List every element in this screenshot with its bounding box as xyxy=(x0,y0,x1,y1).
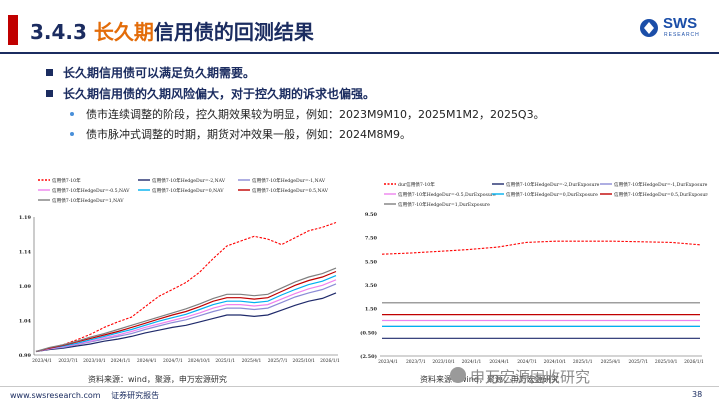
legend-label: 信用债7-10年 xyxy=(52,177,81,184)
x-tick-label: 2023/7/1 xyxy=(58,359,78,364)
y-tick-label: 5.50 xyxy=(365,259,378,265)
legend-label: 信用债7-10年HedgeDur=0,DurExposure xyxy=(506,191,598,198)
x-tick-label: 2024/7/1 xyxy=(517,360,537,365)
x-tick-label: 2024/4/1 xyxy=(489,360,509,365)
title-divider xyxy=(0,52,719,54)
y-tick-label: 1.09 xyxy=(19,284,32,290)
title-highlight: 长久期 xyxy=(93,19,154,44)
title-number: 3.4.3 xyxy=(30,19,87,44)
y-tick-label: 3.50 xyxy=(365,283,378,289)
x-tick-label: 2025/7/1 xyxy=(268,359,288,364)
sub-bullet-text: 债市连续调整的阶段，控久期效果较为明显，例如：2023M9M10，2025M1M… xyxy=(86,108,545,121)
x-tick-label: 2025/1/1 xyxy=(215,359,235,364)
watermark: 申万宏源固收研究 xyxy=(470,368,591,386)
x-tick-label: 2025/7/1 xyxy=(628,360,648,365)
dot-bullet-icon xyxy=(70,112,74,116)
legend-label: 信用债7-10年HedgeDur=-2,NAV xyxy=(152,177,226,184)
square-bullet-icon xyxy=(46,90,53,97)
y-tick-label: 1.14 xyxy=(19,250,32,256)
series-line xyxy=(35,292,337,353)
bullet-text: 长久期信用债可以满足负久期需要。 xyxy=(63,66,256,80)
x-tick-label: 2025/4/1 xyxy=(242,359,262,364)
square-bullet-icon xyxy=(46,69,53,76)
x-tick-label: 2023/4/1 xyxy=(378,360,398,365)
bullet-item: 长久期信用债的久期风险偏大，对于控久期的诉求也偏强。 xyxy=(46,83,686,104)
legend-label: 信用债7-10年HedgeDur=1,NAV xyxy=(52,197,124,204)
legend-label: 信用债7-10年HedgeDur=0,NAV xyxy=(152,187,224,194)
y-tick-label: (0.50) xyxy=(360,329,377,336)
x-tick-label: 2025/1/1 xyxy=(573,360,593,365)
nav-chart: 信用债7-10年 信用债7-10年HedgeDur=-2,NAV 信用债7-10年H… xyxy=(12,168,344,382)
title-bar: 3.4.3 长久期信用债的回测结果 xyxy=(0,8,560,52)
legend-label: 信用债7-10年HedgeDur=-0.5,NAV xyxy=(52,187,130,194)
series-line xyxy=(35,221,337,353)
dot-bullet-icon xyxy=(70,132,74,136)
page-title: 3.4.3 长久期信用债的回测结果 xyxy=(30,16,314,45)
x-tick-label: 2024/4/1 xyxy=(137,359,157,364)
bullet-list: 长久期信用债可以满足负久期需要。 长久期信用债的久期风险偏大，对于控久期的诉求也… xyxy=(46,62,686,144)
x-tick-label: 2023/7/1 xyxy=(406,360,426,365)
x-tick-label: 2024/7/1 xyxy=(163,359,183,364)
logo-sub: RESEARCH xyxy=(664,32,700,38)
duration-exposure-chart: dur信用债7-10年 信用债7-10年HedgeDur=-2,DurExposu… xyxy=(356,168,710,382)
x-tick-label: 2024/1/1 xyxy=(462,360,482,365)
right-chart-source: 资料来源：wind，聚源，申万宏源研究 xyxy=(420,375,559,384)
series-line xyxy=(35,279,337,353)
series-line xyxy=(35,267,337,353)
bullet-text: 长久期信用债的久期风险偏大，对于控久期的诉求也偏强。 xyxy=(63,87,376,101)
title-rest: 信用债的回测结果 xyxy=(153,19,314,44)
x-tick-label: 2025/4/1 xyxy=(601,360,621,365)
page-number: 38 xyxy=(692,390,703,399)
y-tick-label: 1.19 xyxy=(19,215,32,221)
wechat-icon xyxy=(450,367,466,383)
y-tick-label: 1.04 xyxy=(19,319,32,325)
series-line xyxy=(35,270,337,353)
legend-label: 信用债7-10年HedgeDur=-1,DurExposure xyxy=(614,181,708,188)
y-tick-label: 1.50 xyxy=(365,307,378,313)
title-accent-bar xyxy=(8,15,18,45)
x-tick-label: 2024/10/1 xyxy=(188,359,211,364)
x-tick-label: 2025/10/1 xyxy=(655,360,678,365)
legend-label: dur信用债7-10年 xyxy=(398,181,435,188)
legend-label: 信用债7-10年HedgeDur=-1,NAV xyxy=(252,177,326,184)
sub-bullet-item: 债市脉冲式调整的时期，期货对冲效果一般，例如：2024M8M9。 xyxy=(70,124,686,144)
duration-exposure-chart-svg: dur信用债7-10年 信用债7-10年HedgeDur=-2,DurExposu… xyxy=(360,181,710,365)
series-line xyxy=(381,240,701,255)
sub-bullet-item: 债市连续调整的阶段，控久期效果较为明显，例如：2023M9M10，2025M1M… xyxy=(70,104,686,124)
x-tick-label: 2023/4/1 xyxy=(32,359,52,364)
footer-label: 证券研究报告 xyxy=(111,391,160,400)
legend-label: 信用债7-10年HedgeDur=0.5,DurExposure xyxy=(614,191,708,198)
legend-label: 信用债7-10年HedgeDur=-0.5,DurExposure xyxy=(398,191,496,198)
left-chart-source: 资料来源：wind，聚源，申万宏源研究 xyxy=(88,375,227,384)
sub-bullet-text: 债市脉冲式调整的时期，期货对冲效果一般，例如：2024M8M9。 xyxy=(86,128,411,141)
legend-label: 信用债7-10年HedgeDur=-2,DurExposure xyxy=(506,181,600,188)
y-tick-label: 0.99 xyxy=(19,353,32,359)
x-tick-label: 2023/10/1 xyxy=(83,359,106,364)
legend-label: 信用债7-10年HedgeDur=1,DurExposure xyxy=(398,201,490,208)
x-tick-label: 2026/1/1 xyxy=(320,359,340,364)
y-tick-label: (2.50) xyxy=(360,353,377,360)
x-tick-label: 2024/1/1 xyxy=(111,359,131,364)
x-tick-label: 2025/10/1 xyxy=(293,359,316,364)
x-tick-label: 2023/10/1 xyxy=(432,360,455,365)
logo-name: SWS xyxy=(663,15,698,32)
sws-logo-icon xyxy=(640,19,658,37)
x-tick-label: 2026/1/1 xyxy=(684,360,704,365)
nav-chart-svg: 信用债7-10年 信用债7-10年HedgeDur=-2,NAV 信用债7-10年H… xyxy=(19,177,340,364)
legend-label: 信用债7-10年HedgeDur=0.5,NAV xyxy=(252,187,329,194)
x-tick-label: 2024/10/1 xyxy=(544,360,567,365)
series-line xyxy=(35,283,337,353)
y-tick-label: 7.50 xyxy=(365,236,378,242)
y-tick-label: 9.50 xyxy=(365,212,378,218)
bullet-item: 长久期信用债可以满足负久期需要。 xyxy=(46,62,686,83)
footer-left: www.swsresearch.com 证券研究报告 xyxy=(10,390,159,401)
footer-site-link[interactable]: www.swsresearch.com xyxy=(10,391,101,400)
footer-divider xyxy=(0,386,719,387)
series-line xyxy=(35,275,337,353)
